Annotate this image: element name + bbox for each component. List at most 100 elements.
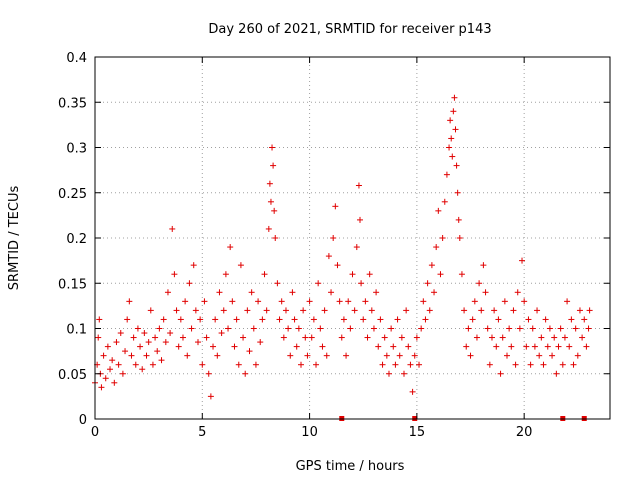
data-point: [128, 352, 135, 359]
data-point: [418, 325, 425, 332]
data-point: [581, 316, 588, 323]
data-point: [351, 307, 358, 314]
data-point: [343, 352, 350, 359]
data-point: [109, 357, 116, 364]
data-point: [212, 316, 219, 323]
data-point: [270, 162, 277, 169]
data-point: [317, 325, 324, 332]
data-point: [111, 379, 118, 386]
data-point: [506, 325, 513, 332]
data-point: [102, 375, 109, 382]
data-point: [190, 262, 197, 269]
data-point: [141, 330, 148, 337]
data-point: [323, 352, 330, 359]
data-point: [143, 352, 150, 359]
data-point: [117, 330, 124, 337]
data-point: [420, 298, 427, 305]
data-point: [510, 307, 517, 314]
data-point: [451, 94, 458, 101]
data-point: [377, 316, 384, 323]
data-point: [401, 370, 407, 377]
data-point: [240, 334, 247, 341]
data-point: [306, 298, 313, 305]
data-point: [398, 334, 405, 341]
data-point: [336, 298, 343, 305]
data-point: [392, 361, 399, 368]
data-point: [523, 343, 530, 350]
data-point: [233, 316, 240, 323]
data-point: [362, 298, 369, 305]
data-point: [298, 361, 304, 368]
data-point: [177, 316, 184, 323]
data-point: [435, 207, 442, 214]
data-point: [407, 361, 414, 368]
data-point: [390, 343, 397, 350]
data-point: [426, 307, 433, 314]
data-point: [439, 235, 446, 241]
data-point: [508, 343, 515, 350]
data-point: [368, 307, 375, 314]
data-point: [130, 334, 137, 341]
data-point: [458, 271, 465, 278]
data-point: [203, 334, 210, 341]
data-point: [271, 207, 278, 214]
data-point: [576, 307, 583, 314]
y-tick-label: 0.1: [66, 323, 87, 338]
data-point: [463, 343, 470, 350]
data-point: [173, 307, 180, 314]
data-point: [504, 352, 510, 359]
data-point: [246, 348, 253, 355]
data-point: [486, 361, 493, 368]
data-point: [313, 361, 320, 368]
data-point: [334, 262, 341, 269]
data-point: [585, 325, 592, 332]
axis-ticks: 0 5 10 15 20 0 0.05 0.1 0.15 0.2 0.25 0.3 0.35 0.4: [58, 51, 610, 440]
data-point: [184, 352, 191, 359]
data-point: [300, 307, 307, 314]
data-point: [222, 271, 229, 278]
data-point: [137, 343, 144, 350]
data-point: [488, 334, 495, 341]
data-point: [491, 307, 498, 314]
data-point: [175, 343, 182, 350]
data-point: [551, 334, 558, 341]
data-point: [160, 316, 167, 323]
data-point: [126, 298, 133, 305]
data-point: [154, 348, 161, 355]
data-point: [540, 361, 547, 368]
data-point: [557, 325, 564, 332]
data-point: [167, 330, 174, 337]
data-point: [349, 271, 356, 278]
data-point: [107, 366, 114, 373]
data-point: [199, 361, 206, 368]
data-point: [501, 298, 508, 305]
data-point: [422, 316, 429, 323]
data-point: [583, 343, 590, 350]
data-point: [186, 280, 193, 287]
data-point: [559, 361, 566, 368]
data-point: [321, 307, 328, 314]
data-point: [493, 343, 500, 350]
data-point: [456, 235, 463, 241]
data-point: [534, 307, 541, 314]
data-point: [197, 316, 204, 323]
y-tick-label: 0.3: [66, 142, 87, 157]
data-point: [525, 316, 532, 323]
data-point: [454, 189, 461, 196]
data-point: [235, 361, 242, 368]
data-point: [357, 216, 364, 223]
data-point: [385, 370, 392, 377]
x-tick-label: 20: [516, 425, 533, 440]
data-point: [218, 330, 225, 337]
data-point: [566, 343, 573, 350]
y-tick-label: 0.15: [58, 277, 87, 292]
data-point: [315, 280, 322, 287]
data-point: [192, 307, 199, 314]
data-point: [237, 262, 244, 269]
data-point: [164, 289, 171, 296]
data-point: [448, 135, 455, 142]
data-point: [446, 144, 453, 151]
data-point: [289, 289, 296, 296]
data-point: [428, 262, 435, 269]
